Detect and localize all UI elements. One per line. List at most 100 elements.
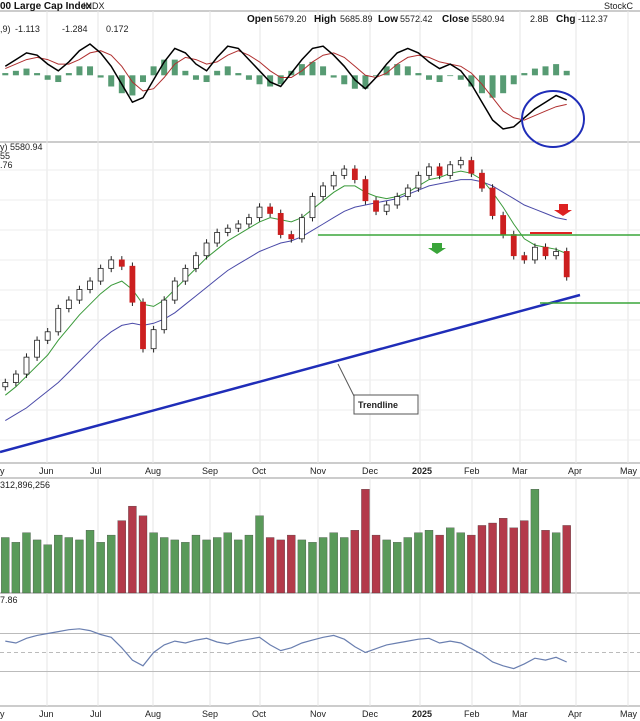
down-arrow-icon (554, 204, 572, 216)
x-tick-label-5-0: Oct (252, 466, 267, 476)
volume-bar-3 (32, 539, 42, 594)
candle-body-53 (563, 251, 570, 278)
macd-hist-bar-15 (161, 59, 168, 76)
volume-bar-17 (181, 542, 190, 594)
volume-bar-36 (382, 539, 391, 594)
macd-hist-bar-14 (150, 66, 157, 76)
trendline-callout-box (353, 394, 419, 415)
ohlc-change-label: Chg (556, 14, 575, 25)
candle-body-5 (55, 308, 62, 333)
volume-bar-53 (562, 525, 571, 594)
candle-body-45 (479, 172, 485, 189)
candle-body-49 (521, 255, 528, 261)
x-tick-label-12-1: May (620, 709, 638, 719)
volume-legend: 312,896,256 (0, 480, 50, 490)
macd-hist-bar-43 (457, 75, 464, 80)
macd-hist-bar-39 (415, 73, 422, 76)
candle-body-44 (468, 160, 475, 174)
macd-hist-bar-31 (330, 75, 337, 78)
x-tick-label-0-0: y (0, 466, 5, 476)
macd-hist-bar-22 (235, 73, 242, 76)
ohlc-low-label: Low (378, 14, 398, 25)
volume-bar-30 (318, 537, 328, 594)
x-tick-label-1-1: Jun (39, 709, 54, 719)
trendline (0, 293, 581, 454)
volume-bar-49 (520, 520, 529, 594)
macd-hist-bar-6 (65, 73, 72, 76)
macd-hist-bar-37 (394, 64, 401, 76)
candle-body-24 (256, 206, 263, 219)
macd-hist-bar-48 (510, 75, 517, 85)
macd-hist-bar-24 (256, 75, 263, 85)
macd-hist-bar-40 (426, 75, 432, 80)
gridlines (0, 11, 640, 706)
macd-hist-bar-8 (87, 66, 94, 76)
macd-signal-value: -1.284 (62, 24, 88, 34)
candle-body-21 (224, 227, 231, 233)
x-tick-label-7-1: Dec (362, 709, 379, 719)
macd-label-prefix: ,9) (0, 24, 11, 34)
x-tick-label-11-0: Apr (568, 466, 582, 476)
macd-hist-bar-9 (97, 75, 104, 78)
ma-fast-legend: 55 (0, 151, 10, 161)
volume-bar-29 (308, 542, 317, 594)
volume-bar-23 (244, 534, 254, 594)
volume-bar-35 (371, 534, 381, 594)
macd-hist-bar-44 (468, 75, 475, 87)
macd-hist-bar-36 (383, 66, 390, 76)
candle-body-4 (44, 331, 51, 341)
volume-panel (1, 489, 571, 594)
volume-bar-39 (414, 532, 423, 594)
candle-body-38 (404, 187, 411, 197)
macd-hist-bar-5 (55, 75, 62, 83)
macd-hist-bar-28 (298, 64, 305, 76)
volume-bar-45 (477, 525, 487, 594)
candle-body-17 (182, 267, 189, 282)
volume-bar-46 (488, 522, 497, 594)
macd-hist-bar-30 (320, 66, 327, 76)
macd-highlight-circle (521, 90, 585, 148)
volume-bar-5 (54, 534, 63, 594)
macd-hist-bar-23 (245, 75, 252, 80)
macd-hist-bar-32 (341, 75, 348, 85)
volume-bar-31 (329, 532, 338, 594)
macd-hist-bar-53 (563, 70, 570, 76)
candle-body-43 (457, 160, 464, 166)
macd-hist-bar-25 (267, 75, 274, 87)
candle-body-1 (12, 373, 19, 383)
macd-value: -1.113 (15, 24, 40, 34)
x-tick-label-11-1: Apr (568, 709, 582, 719)
x-tick-label-12-0: May (620, 466, 638, 476)
macd-signal-line (5, 50, 567, 121)
macd-hist-bar-7 (76, 66, 83, 76)
ohlc-open-label: Open (247, 14, 273, 25)
volume-bar-37 (393, 542, 402, 594)
volume-bar-11 (117, 520, 126, 594)
macd-hist-bar-34 (362, 75, 369, 89)
panel-frames (0, 10, 640, 707)
candle-body-16 (171, 280, 178, 301)
volume-bar-25 (265, 537, 275, 594)
ma-fast-line (4, 170, 567, 396)
candle-body-29 (309, 196, 316, 219)
volume-bar-1 (11, 542, 21, 594)
macd-hist-bar-16 (171, 59, 178, 76)
volume-bar-27 (287, 534, 296, 594)
volume-bar-40 (424, 530, 434, 594)
trendline-callout-line (337, 363, 357, 401)
candle-body-35 (373, 200, 379, 212)
watermark: StockC (604, 1, 634, 11)
volume-bar-26 (276, 539, 285, 594)
candle-body-20 (214, 232, 221, 244)
x-tick-label-0-1: y (0, 709, 5, 719)
candle-body-40 (426, 166, 432, 176)
volume-bar-47 (498, 518, 508, 594)
candle-body-34 (362, 179, 369, 202)
macd-hist-bar-47 (500, 75, 507, 94)
candle-body-46 (489, 187, 496, 216)
volume-bar-8 (85, 530, 95, 594)
candle-body-39 (415, 174, 422, 189)
x-tick-label-6-1: Nov (310, 709, 327, 719)
ma-slow-legend: .76 (0, 160, 13, 170)
